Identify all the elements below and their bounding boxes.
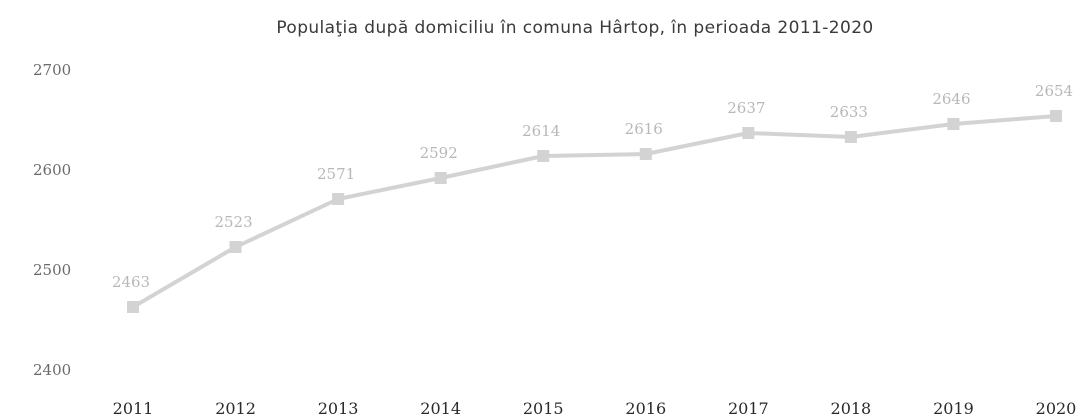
data-label: 2463 [112, 273, 150, 291]
data-label: 2571 [317, 165, 355, 183]
x-tick-label: 2014 [420, 399, 461, 418]
x-tick-label: 2017 [728, 399, 769, 418]
data-labels: 2463 2523 2571 2592 2614 2616 2637 2633 2646 2654 [112, 82, 1073, 291]
x-tick-label: 2011 [113, 399, 154, 418]
data-point-marker [127, 301, 139, 313]
data-point-marker [639, 148, 652, 160]
data-label: 2614 [522, 122, 560, 140]
y-tick-label: 2600 [33, 161, 71, 179]
x-tick-label: 2016 [625, 399, 666, 418]
data-point-marker [332, 193, 345, 205]
data-point-marker [434, 172, 447, 184]
x-tick-label: 2015 [523, 399, 564, 418]
x-tick-label: 2012 [215, 399, 256, 418]
series-polyline [131, 114, 1057, 309]
x-tick-label: 2019 [933, 399, 974, 418]
y-tick-label: 2500 [33, 261, 71, 279]
x-tick-label: 2020 [1036, 399, 1077, 418]
x-axis: 2011 2012 2013 2014 2015 2016 2017 2018 2019 2020 [113, 399, 1077, 418]
chart-title: Populaţia după domiciliu în comuna Hârto… [276, 18, 874, 38]
series-line [127, 110, 1062, 313]
data-point-marker [229, 241, 242, 253]
data-label: 2592 [420, 144, 458, 162]
data-label: 2637 [727, 99, 765, 117]
data-label: 2646 [932, 90, 970, 108]
data-point-marker [844, 131, 857, 143]
x-tick-label: 2013 [318, 399, 359, 418]
data-point-marker [947, 118, 960, 130]
y-tick-label: 2700 [33, 61, 71, 79]
data-label: 2633 [830, 103, 868, 121]
data-label: 2616 [625, 120, 663, 138]
y-tick-label: 2400 [33, 361, 71, 379]
data-point-marker [537, 150, 550, 162]
y-axis: 2400 2500 2600 2700 [33, 61, 71, 379]
data-label: 2654 [1035, 82, 1073, 100]
data-point-marker [1050, 110, 1062, 122]
data-label: 2523 [214, 213, 252, 231]
x-tick-label: 2018 [831, 399, 872, 418]
data-point-marker [742, 127, 755, 139]
